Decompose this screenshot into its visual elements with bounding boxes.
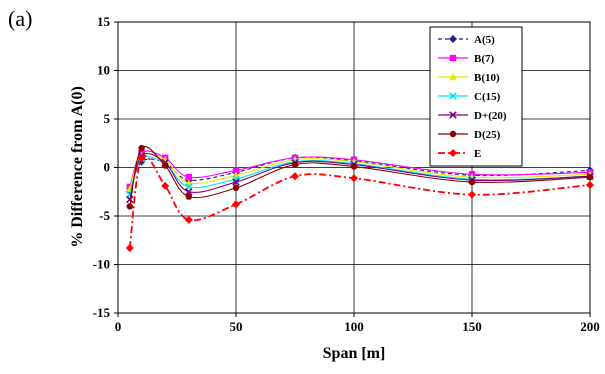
y-tick-label: 5	[104, 111, 111, 126]
data-point	[162, 162, 169, 169]
series-line	[129, 156, 591, 192]
data-point	[125, 244, 134, 253]
data-point	[161, 181, 170, 190]
y-tick-label: 10	[97, 63, 110, 78]
legend-label: B(10)	[474, 72, 500, 84]
x-tick-label: 100	[344, 319, 364, 334]
x-tick-label: 50	[230, 319, 243, 334]
legend-marker	[449, 92, 457, 100]
legend-marker	[449, 130, 457, 138]
legend-label: E	[474, 148, 481, 160]
data-point	[586, 180, 594, 189]
legend-label: D+(20)	[474, 110, 507, 122]
legend-marker	[449, 54, 457, 62]
data-point	[138, 144, 145, 152]
series-line	[129, 150, 591, 188]
data-point	[232, 200, 240, 209]
legend-marker	[449, 149, 457, 157]
data-point	[232, 184, 240, 192]
legend-marker	[449, 73, 457, 81]
data-point	[126, 195, 134, 204]
data-point	[185, 174, 192, 181]
series-6	[125, 153, 594, 253]
y-axis-title: % Difference from A(0)	[69, 86, 86, 248]
series-5	[126, 144, 594, 210]
panel-label: (a)	[8, 6, 33, 31]
data-point	[468, 178, 476, 186]
data-point	[185, 187, 193, 196]
data-point	[291, 161, 299, 168]
legend: A(5) B(7) B(10) C(15) D+(20) D(25) E	[429, 26, 523, 167]
x-tick-label: 0	[115, 319, 122, 334]
y-tick-label: -5	[99, 208, 110, 223]
y-tick-label: 15	[97, 14, 111, 29]
data-point	[291, 172, 299, 181]
legend-label: B(7)	[474, 53, 495, 65]
legend-marker	[449, 35, 457, 43]
series-group	[125, 144, 594, 253]
series-line	[129, 146, 591, 207]
legend-marker	[449, 111, 457, 119]
data-point	[350, 163, 358, 170]
data-point	[126, 203, 133, 210]
data-point	[468, 190, 476, 199]
y-tick-label: -10	[93, 257, 110, 272]
y-tick-labels: 15 10 5 0 -5 -10 -15	[93, 14, 111, 320]
x-axis-title: Span [m]	[323, 345, 386, 362]
data-point	[184, 215, 193, 224]
data-point	[586, 174, 594, 181]
legend-label: C(15)	[474, 91, 501, 103]
legend-label: D(25)	[474, 129, 501, 141]
series-line	[129, 152, 591, 200]
y-tick-label: -15	[93, 305, 111, 320]
legend-label: A(5)	[474, 34, 495, 46]
data-point	[185, 193, 192, 200]
series-line	[128, 154, 591, 249]
y-tick-label: 0	[104, 160, 111, 175]
data-point	[232, 178, 240, 186]
data-point	[137, 153, 146, 162]
data-point	[350, 174, 358, 183]
x-tick-label: 200	[580, 319, 600, 334]
x-tick-label: 150	[462, 319, 482, 334]
series-line	[129, 156, 591, 195]
data-point	[232, 167, 240, 174]
x-tick-labels: 0 50 100 150 200	[115, 319, 600, 334]
